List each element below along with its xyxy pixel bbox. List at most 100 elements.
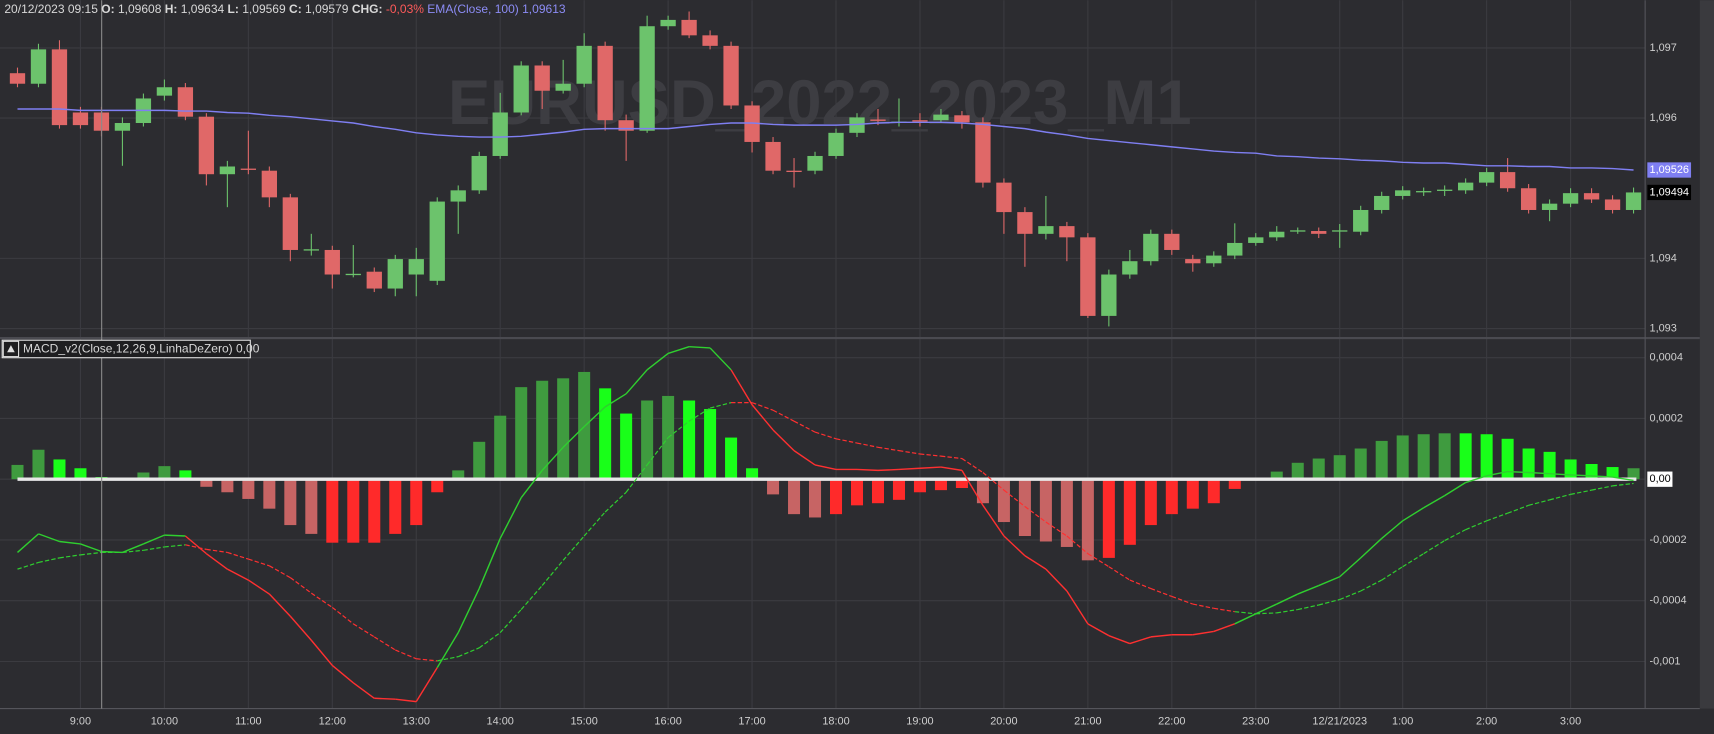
signal-segment — [1465, 520, 1487, 531]
signal-segment — [331, 606, 354, 625]
x-tick-label: 20:00 — [990, 716, 1017, 728]
grid-layer — [0, 0, 1646, 709]
signal-segment — [982, 472, 1005, 491]
candle-body — [828, 132, 844, 156]
macd-segment — [625, 369, 648, 395]
signal-segment — [814, 431, 837, 440]
candle-body — [1437, 189, 1453, 191]
candle-body — [954, 115, 970, 123]
x-tick-label: 12/21/2023 — [1312, 716, 1367, 728]
macd-segment — [184, 535, 207, 555]
x-tick-label: 16:00 — [654, 716, 681, 728]
header-label: O: — [101, 2, 114, 16]
signal-segment — [1570, 489, 1592, 495]
header-value: 1,09634 — [181, 2, 225, 16]
candle-body — [870, 119, 886, 121]
histogram-bar — [1144, 479, 1157, 526]
candle-body — [1185, 259, 1201, 264]
candle-body — [9, 73, 26, 84]
candle-body — [1311, 231, 1327, 234]
macd-segment — [1276, 593, 1299, 605]
macd-segment — [751, 404, 774, 431]
macd-segment — [919, 466, 941, 469]
signal-segment — [1360, 579, 1382, 592]
candle-body — [1164, 233, 1180, 250]
macd-segment — [1129, 636, 1152, 645]
candle-body — [1038, 226, 1054, 234]
histogram-bar — [1102, 479, 1115, 558]
candle-body — [1562, 193, 1579, 204]
histogram-bar — [1123, 479, 1136, 545]
header-change: -0,03% — [386, 2, 424, 16]
candle-body — [1059, 226, 1075, 238]
histogram-bar — [976, 479, 989, 504]
macd-segment — [395, 698, 417, 703]
histogram-bar — [368, 479, 381, 543]
macd-segment — [1255, 603, 1278, 615]
candle-body — [555, 83, 571, 91]
y-tick-label: 1,097 — [1650, 42, 1677, 54]
candle-body — [1122, 261, 1138, 275]
candle-body — [219, 166, 236, 175]
macd-segment — [562, 426, 585, 448]
signal-segment — [143, 546, 165, 551]
histogram-bar — [1060, 479, 1073, 547]
histogram-bar — [1501, 438, 1514, 480]
signal-segment — [688, 407, 711, 422]
signal-segment — [416, 658, 438, 662]
histogram-bar — [1480, 434, 1493, 480]
candle-body — [387, 259, 403, 289]
macd-segment — [80, 543, 102, 553]
macd-segment — [1360, 537, 1383, 559]
macd-segment — [961, 470, 984, 506]
signal-segment — [1150, 588, 1173, 598]
signal-segment — [835, 438, 858, 444]
histogram-bar — [871, 479, 884, 504]
signal-segment — [1507, 504, 1529, 514]
signal-segment — [1297, 604, 1319, 611]
histogram-bar — [473, 441, 486, 480]
histogram-bar — [1585, 464, 1598, 480]
histogram-bar — [515, 387, 528, 480]
x-tick-label: 14:00 — [487, 716, 514, 728]
candle-body — [450, 190, 466, 202]
signal-segment — [667, 420, 690, 439]
macd-segment — [1003, 535, 1026, 557]
signal-segment — [961, 458, 984, 474]
histogram-bar — [410, 479, 423, 526]
macd-legend-box — [1, 339, 251, 359]
candle-body — [597, 45, 613, 121]
macd-segment — [164, 534, 186, 537]
signal-segment — [185, 544, 207, 550]
histogram-bar — [242, 479, 255, 499]
close-price-label: 1,09494 — [1650, 186, 1689, 198]
macd-segment — [1066, 590, 1089, 625]
histogram-bar — [1207, 479, 1220, 504]
signal-segment — [352, 623, 375, 638]
candle-body — [1541, 203, 1558, 210]
y-tick-label: 1,093 — [1650, 322, 1677, 334]
candle-body — [30, 49, 47, 84]
candle-body — [534, 65, 550, 91]
macd-segment — [1486, 470, 1508, 477]
candle-body — [1604, 199, 1621, 210]
candle-body — [1206, 255, 1222, 264]
histogram-bar — [599, 388, 612, 480]
header-ema-value: 1,09613 — [522, 2, 566, 16]
macd-segment — [499, 497, 522, 539]
signal-segment — [17, 561, 39, 570]
macd-segment — [772, 429, 795, 452]
signal-segment — [1486, 512, 1508, 522]
header-label: CHG: — [352, 2, 383, 16]
macd-segment — [877, 468, 900, 472]
candle-body — [1625, 192, 1642, 210]
signal-segment — [583, 511, 606, 537]
histogram-bar — [1018, 479, 1031, 537]
signal-segment — [1171, 595, 1194, 605]
histogram-bar — [683, 400, 696, 480]
signal-segment — [80, 551, 102, 556]
histogram-bar — [1606, 467, 1619, 480]
signal-segment — [289, 577, 312, 594]
